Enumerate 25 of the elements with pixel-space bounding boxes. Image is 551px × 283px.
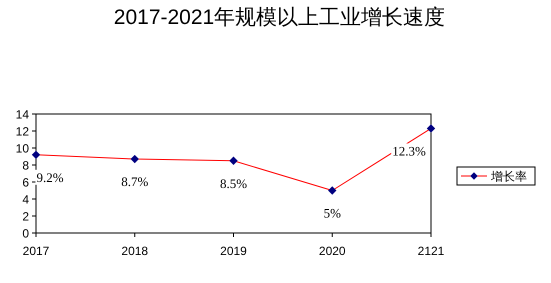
data-label: 9.2%	[36, 170, 64, 185]
data-label: 12.3%	[392, 143, 426, 158]
y-tick-label: 4	[22, 192, 30, 206]
y-tick-label: 0	[22, 226, 30, 240]
y-tick-label: 2	[22, 210, 30, 224]
point	[328, 186, 336, 194]
data-label: 8.7%	[121, 174, 148, 190]
x-tick-label: 2017	[22, 244, 50, 258]
point	[130, 155, 139, 164]
y-tick-label: 10	[16, 142, 30, 156]
x-tick-label: 2121	[418, 244, 445, 258]
x-tick-label: 2018	[121, 244, 148, 258]
point	[230, 156, 238, 165]
point	[32, 150, 40, 159]
legend-label: 增长率	[490, 170, 527, 184]
x-tick-label: 2019	[220, 244, 248, 258]
y-tick-label: 14	[16, 108, 30, 122]
data-label: 8.5%	[220, 176, 248, 191]
title: 2017-2021年规模以上工业增长速度	[114, 6, 446, 29]
y-tick-label: 6	[22, 176, 30, 190]
point	[427, 124, 435, 132]
y-tick-label: 8	[22, 158, 30, 172]
data-label: 5%	[324, 206, 342, 220]
y-tick-label: 12	[16, 124, 30, 138]
x-tick-label: 2020	[318, 244, 346, 258]
